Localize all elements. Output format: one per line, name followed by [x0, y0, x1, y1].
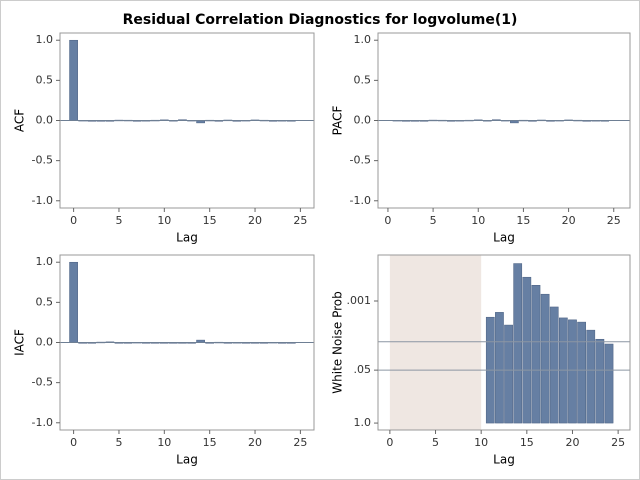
x-tick-label: 20 [562, 214, 576, 227]
x-tick-label: 25 [611, 436, 625, 449]
y-axis-label: PACF [331, 106, 345, 136]
bar [531, 285, 541, 424]
x-tick-label: 5 [432, 436, 439, 449]
x-axis-label: Lag [176, 453, 198, 467]
y-tick-label: .05 [354, 363, 372, 376]
x-tick-label: 0 [386, 436, 393, 449]
x-tick-label: 25 [293, 214, 307, 227]
y-tick-label: -0.5 [32, 154, 53, 167]
x-tick-label: 5 [115, 214, 122, 227]
bar [604, 343, 614, 424]
x-tick-label: 15 [516, 214, 530, 227]
x-tick-label: 15 [203, 214, 217, 227]
bar [69, 261, 78, 343]
x-tick-label: 10 [157, 436, 171, 449]
y-tick-label: 0.0 [354, 114, 372, 127]
x-tick-label: 0 [70, 436, 77, 449]
y-tick-label: 0.5 [354, 73, 372, 86]
x-axis-label: Lag [176, 231, 198, 245]
x-tick-label: 5 [430, 214, 437, 227]
bar [540, 293, 550, 424]
bar [69, 39, 78, 121]
y-tick-label: 0.5 [36, 295, 54, 308]
y-tick-label: .001 [347, 294, 372, 307]
bar [577, 321, 586, 424]
x-tick-label: 0 [384, 214, 391, 227]
x-tick-label: 10 [474, 436, 488, 449]
y-tick-label: -0.5 [32, 376, 53, 389]
y-tick-label: -1.0 [350, 194, 371, 207]
y-axis-label: White Noise Prob [331, 291, 345, 393]
bar [586, 329, 596, 424]
x-tick-label: 20 [248, 214, 262, 227]
x-axis-label: Lag [493, 453, 515, 467]
x-tick-label: 5 [115, 436, 122, 449]
bar [522, 276, 532, 424]
y-tick-label: 0.0 [36, 336, 54, 349]
x-tick-label: 0 [70, 214, 77, 227]
x-tick-label: 10 [471, 214, 485, 227]
y-tick-label: 1.0 [36, 33, 54, 46]
figure-title: Residual Correlation Diagnostics for log… [123, 12, 518, 28]
y-tick-label: 1.0 [36, 255, 54, 268]
y-tick-label: 0.5 [36, 73, 54, 86]
y-axis-label: IACF [13, 329, 27, 356]
bar [595, 338, 605, 424]
bar [495, 312, 504, 424]
bar [568, 319, 577, 424]
y-tick-label: -1.0 [32, 416, 53, 429]
x-tick-label: 25 [293, 436, 307, 449]
x-tick-label: 15 [520, 436, 534, 449]
bar [504, 324, 513, 424]
y-tick-label: 1.0 [354, 416, 372, 429]
y-tick-label: -0.5 [350, 154, 371, 167]
x-tick-label: 20 [565, 436, 579, 449]
x-tick-label: 25 [607, 214, 621, 227]
x-tick-label: 20 [248, 436, 262, 449]
y-tick-label: -1.0 [32, 194, 53, 207]
y-tick-label: 0.0 [36, 114, 54, 127]
x-axis-label: Lag [493, 231, 515, 245]
not-tested-region [389, 255, 482, 430]
x-tick-label: 15 [203, 436, 217, 449]
plot-frame [377, 254, 631, 431]
y-axis-label: ACF [13, 109, 27, 132]
x-tick-label: 10 [157, 214, 171, 227]
y-tick-label: 1.0 [354, 33, 372, 46]
bar [549, 306, 559, 424]
bar [513, 263, 523, 424]
